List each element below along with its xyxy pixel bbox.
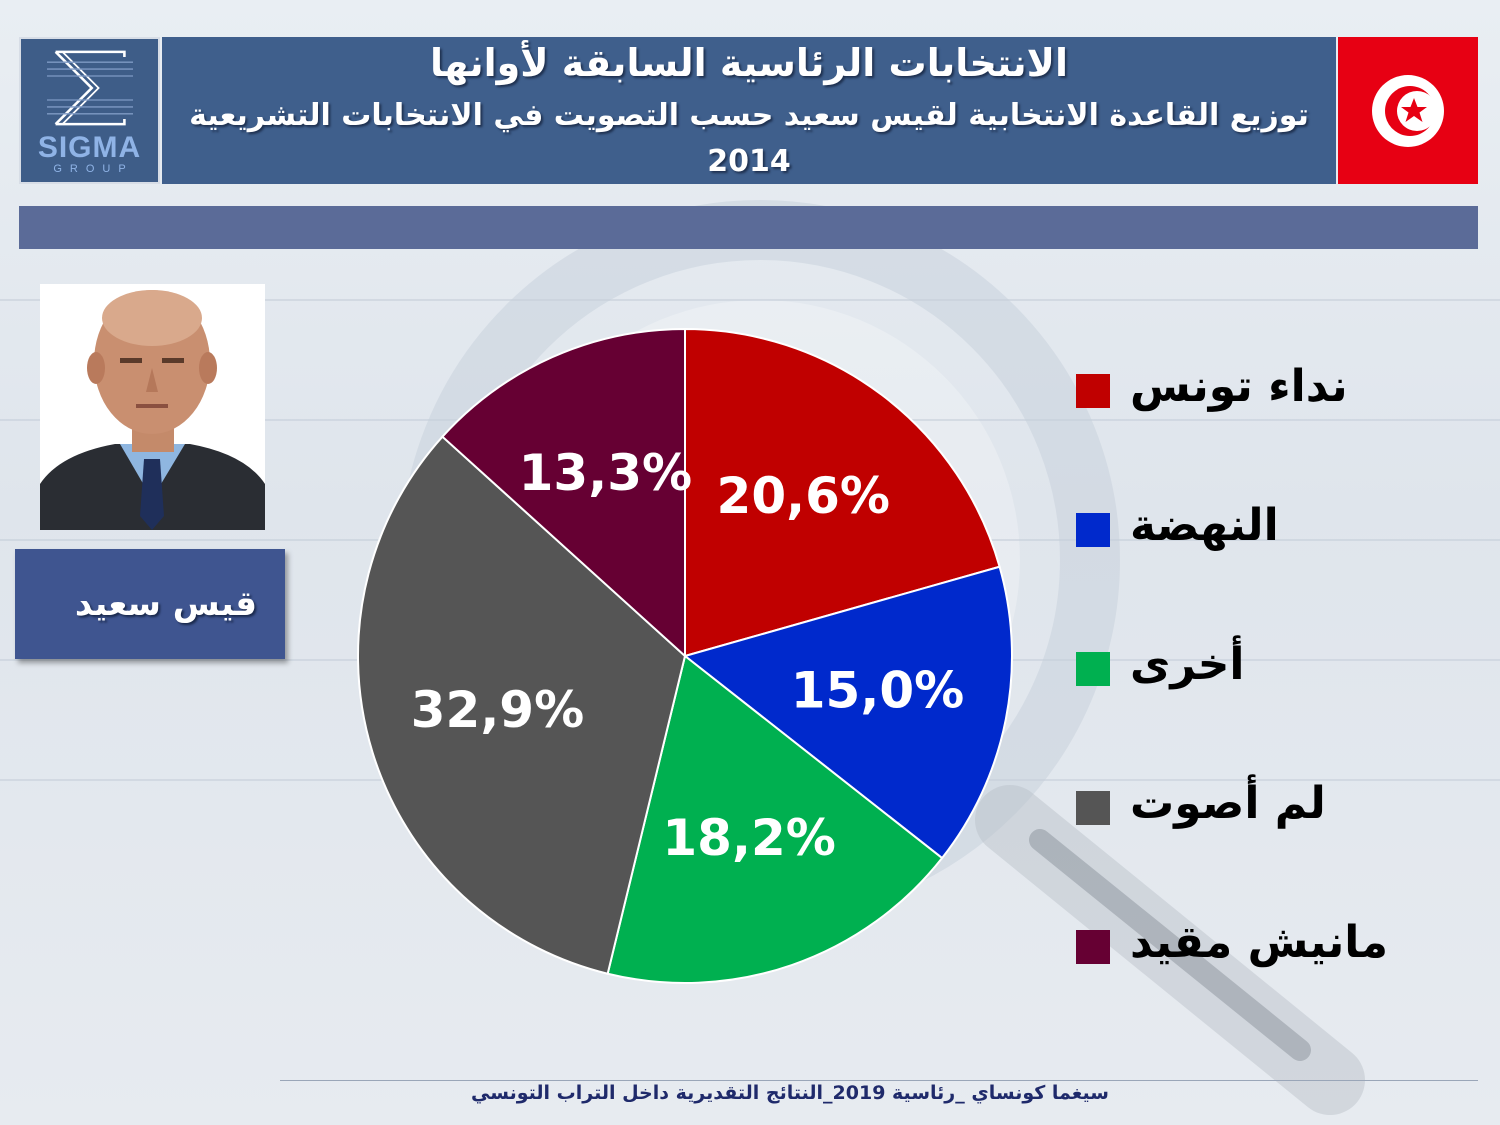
footer-caption: سيغما كونساي _رئاسية 2019_النتائج التقدي… bbox=[471, 1082, 1109, 1104]
slice-value-label: 20,6% bbox=[717, 467, 890, 525]
page-title: الانتخابات الرئاسية السابقة لأوانها bbox=[429, 40, 1069, 85]
slice-value-label: 13,3% bbox=[519, 444, 692, 502]
flag-panel bbox=[1338, 37, 1478, 184]
slice-value-label: 32,9% bbox=[411, 681, 584, 739]
page-subtitle: توزيع القاعدة الانتخابية لقيس سعيد حسب ا… bbox=[189, 97, 1309, 179]
footer-divider bbox=[280, 1080, 1478, 1081]
legend-swatch bbox=[1076, 652, 1110, 686]
legend-swatch bbox=[1076, 374, 1110, 408]
legend-label: مانيش مقيد bbox=[1130, 917, 1389, 968]
legend-item: مانيش مقيد bbox=[1076, 908, 1416, 978]
legend-item: أخرى bbox=[1076, 630, 1416, 700]
legend-label: لم أصوت bbox=[1130, 778, 1326, 829]
legend-swatch bbox=[1076, 791, 1110, 825]
slice-value-label: 18,2% bbox=[662, 809, 835, 867]
legend-swatch bbox=[1076, 930, 1110, 964]
header-banner: الانتخابات الرئاسية السابقة لأوانها توزي… bbox=[162, 37, 1336, 184]
sigma-logo-icon bbox=[46, 50, 133, 126]
tunisia-flag-icon bbox=[1372, 74, 1444, 147]
legend-item: النهضة bbox=[1076, 491, 1416, 561]
legend-label: نداء تونس bbox=[1130, 361, 1348, 412]
portrait-illustration bbox=[40, 284, 265, 530]
candidate-name-box: قيس سعيد bbox=[15, 549, 285, 659]
sigma-logo: SIGMA GROUP bbox=[19, 37, 160, 184]
slice-value-label: 15,0% bbox=[791, 661, 964, 719]
legend-swatch bbox=[1076, 513, 1110, 547]
logo-subtitle: GROUP bbox=[53, 163, 134, 175]
legend-label: أخرى bbox=[1130, 639, 1245, 690]
legend-item: نداء تونس bbox=[1076, 352, 1416, 422]
candidate-portrait bbox=[40, 284, 265, 530]
legend-label: النهضة bbox=[1130, 500, 1279, 551]
logo-wordmark: SIGMA bbox=[37, 131, 142, 164]
candidate-name: قيس سعيد bbox=[74, 584, 257, 624]
legend-item: لم أصوت bbox=[1076, 769, 1416, 839]
